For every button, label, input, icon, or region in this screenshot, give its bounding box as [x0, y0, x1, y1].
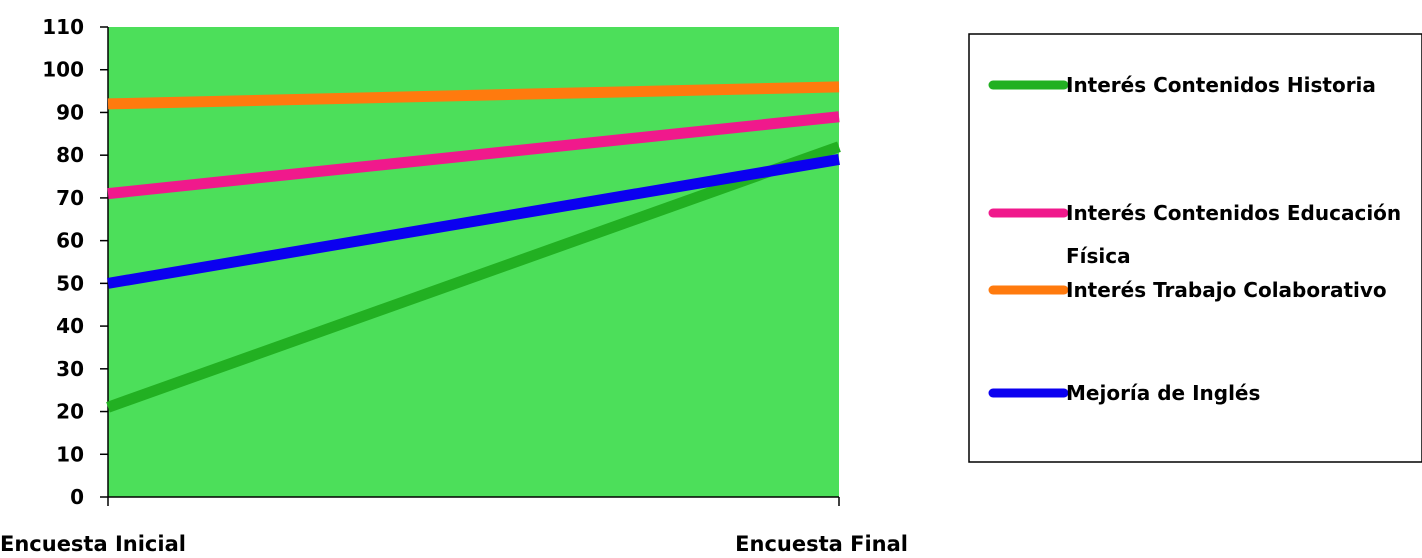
y-tick-label: 110: [42, 15, 84, 39]
legend-label-1: Física: [1066, 244, 1131, 268]
series-line-0: [106, 141, 841, 413]
series-line-1: [107, 111, 840, 200]
y-tick-label: 100: [42, 58, 84, 82]
x-axis: Encuesta Inicial Encuesta Final: [0, 496, 908, 556]
y-tick-label: 70: [56, 186, 84, 210]
y-tick-label: 10: [56, 442, 84, 466]
legend-label-3: Mejoría de Inglés: [1066, 381, 1260, 405]
y-tick-label: 30: [56, 357, 84, 381]
legend-label-1: Interés Contenidos Educación: [1066, 201, 1401, 225]
x-category-label: Encuesta Final: [735, 532, 908, 556]
series-lines: [106, 81, 841, 413]
y-tick-label: 60: [56, 229, 84, 253]
x-category-label: Encuesta Inicial: [0, 532, 186, 556]
y-tick-label: 20: [56, 400, 84, 424]
y-tick-label: 40: [56, 314, 84, 338]
series-line-2: [107, 81, 840, 110]
y-tick-label: 50: [56, 271, 84, 295]
legend-label-2: Interés Trabajo Colaborativo: [1066, 278, 1387, 302]
y-tick-label: 80: [56, 143, 84, 167]
y-tick-label: 90: [56, 100, 84, 124]
legend: Interés Contenidos Historia Interés Conte…: [968, 33, 1422, 463]
series-line-3: [107, 154, 840, 289]
y-axis: 0 10 20 30 40 50 60 70 80 90 100 110: [42, 15, 109, 509]
legend-label-0: Interés Contenidos Historia: [1066, 73, 1376, 97]
y-tick-label: 0: [70, 485, 84, 509]
